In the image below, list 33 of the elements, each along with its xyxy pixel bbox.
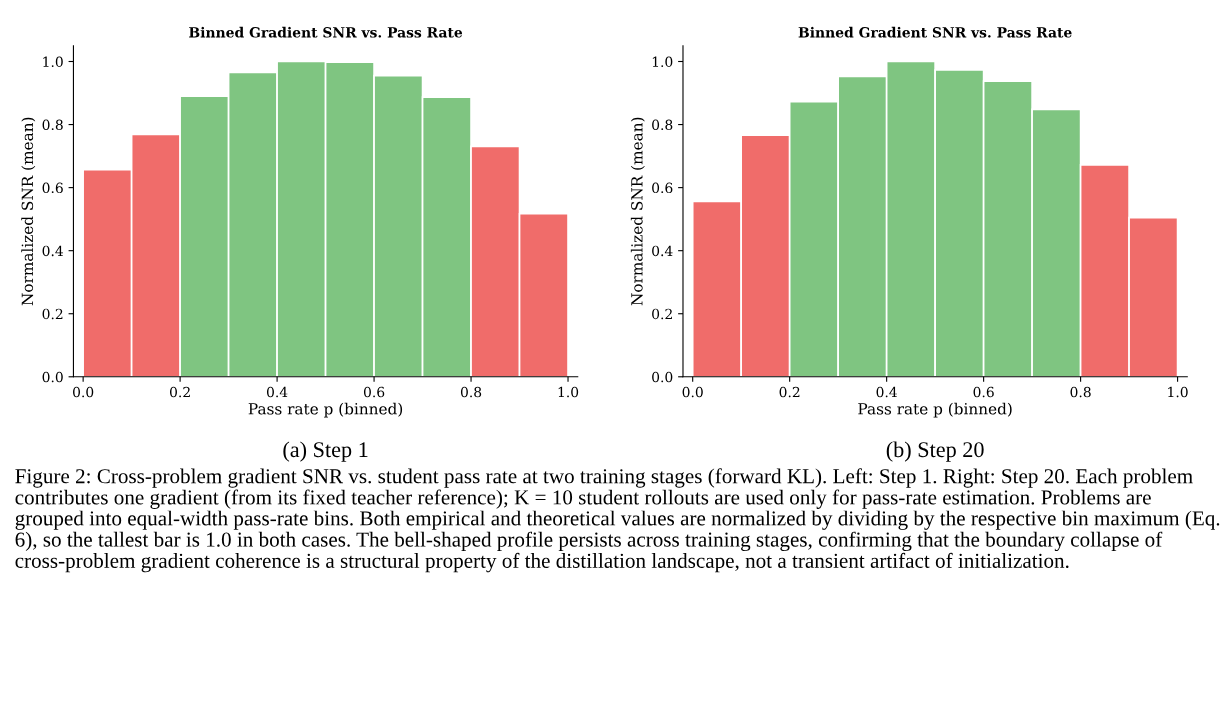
caption: Figure 2: Cross-problem gradient SNR vs. student pass rate at two training stages (forward KL). Left: Step 1. Right: Step 20. Each problem contributes one gradient (from its fixed teacher reference); K = 10 student rollouts are used only for pass-rate estimation. Problems are grouped into equal-width pass-rate bins. Both empirical and theoretical values are normalized by dividing by the respective bin maximum (Eq. 6), so the tallest bar is 1.0 in both cases. The bell-shaped profile persists across training stages, confirming that the boundary collapse of cross-problem gradient coherence is a structural property of the distillation landscape, not a transient artifact of initialization. (15, 468, 1220, 573)
x-tick-label: 0.4 (876, 386, 897, 398)
y-tick-label: 0.4 (652, 245, 673, 257)
y-axis-title: Normalized SNR (mean) (630, 117, 645, 306)
x-axis-title: Pass rate p (binned) (858, 402, 1012, 418)
text: (b) Step 20 (886, 441, 984, 462)
text: (a) Step 1 (283, 441, 368, 462)
x-tick-label: 0.6 (363, 386, 385, 398)
x-tick-label: 0.0 (73, 386, 94, 398)
x-tick-label: 1.0 (1168, 386, 1188, 398)
x-tick-label: 0.6 (973, 386, 994, 398)
y-tick-label: 0.2 (42, 308, 63, 320)
y-tick-label: 0.0 (652, 371, 673, 383)
x-tick-label: 0.2 (779, 386, 800, 398)
y-tick-label: 0.8 (652, 119, 673, 131)
y-tick-label: 0.4 (42, 245, 64, 257)
y-tick-label: 0.2 (652, 308, 672, 320)
x-tick-label: 0.8 (460, 386, 482, 398)
chart-title: Binned Gradient SNR vs. Pass Rate (189, 26, 463, 38)
y-tick-label: 1.0 (43, 56, 63, 67)
x-tick-label: 0.8 (1070, 386, 1091, 398)
x-tick-label: 0.0 (682, 386, 703, 398)
y-tick-label: 1.0 (652, 56, 673, 67)
y-tick-label: 0.6 (652, 182, 673, 194)
chart-title: Binned Gradient SNR vs. Pass Rate (798, 26, 1072, 38)
x-tick-label: 0.2 (169, 386, 190, 398)
y-tick-label: 0.6 (42, 182, 63, 194)
y-tick-label: 0.0 (42, 371, 63, 383)
y-axis-title: Normalized SNR (mean) (21, 117, 36, 306)
x-tick-label: 0.4 (266, 386, 288, 398)
x-axis-title: Pass rate p (binned) (248, 402, 403, 418)
x-tick-label: 1.0 (558, 386, 579, 398)
y-tick-label: 0.8 (42, 119, 63, 131)
